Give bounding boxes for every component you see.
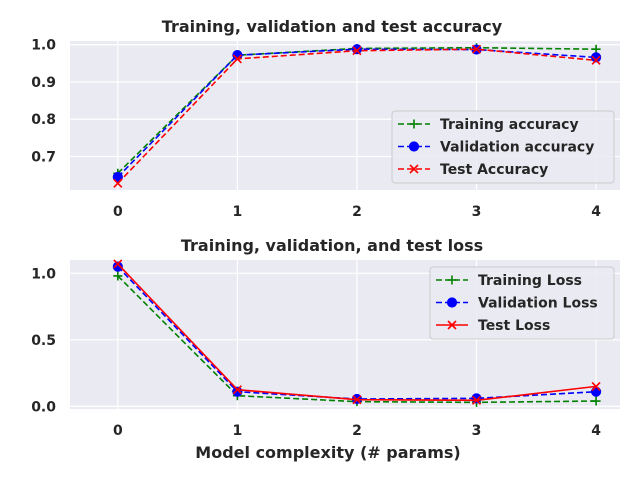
legend-label: Validation Loss	[478, 296, 598, 312]
y-tick-label: 0.9	[31, 75, 56, 91]
data-point	[471, 44, 482, 54]
y-tick-label: 1.0	[31, 38, 56, 54]
x-tick-label: 3	[472, 204, 482, 220]
legend-label: Training accuracy	[440, 117, 579, 133]
y-tick-label: 0.7	[31, 149, 56, 165]
x-axis-label: Model complexity (# params)	[195, 443, 460, 462]
legend-marker	[409, 164, 419, 174]
data-point	[112, 261, 123, 272]
chart-title: Training, validation, and test loss	[181, 236, 483, 255]
data-point	[232, 54, 242, 64]
y-tick-label: 1.0	[31, 266, 56, 282]
x-tick-label: 3	[472, 423, 482, 439]
legend-box	[391, 110, 615, 184]
data-point	[351, 44, 363, 55]
y-tick-label: 0.8	[31, 112, 56, 128]
loss-chart: 0 1 2 3 4 0.0 0.5 1.0 Training, validation, and …	[31, 236, 620, 462]
legend-label: Test Loss	[478, 318, 550, 334]
legend-marker	[447, 275, 457, 285]
accuracy-chart: 0 1 2 3 4 0.7 0.8 0.9 1.0 Training, validation an…	[31, 17, 620, 220]
legend-marker	[408, 141, 420, 152]
x-tick-label: 4	[591, 204, 601, 220]
legend-marker	[446, 297, 458, 308]
y-tick-label: 0.0	[31, 399, 56, 415]
data-point	[113, 178, 123, 188]
x-tick-label: 1	[233, 204, 243, 220]
data-point	[591, 396, 601, 406]
data-point	[471, 395, 482, 405]
data-point	[591, 55, 601, 65]
legend-label: Validation accuracy	[440, 140, 594, 156]
data-point	[232, 385, 242, 395]
data-point	[113, 271, 123, 281]
data-point	[352, 395, 362, 405]
x-tick-label: 4	[591, 423, 601, 439]
legend-marker	[409, 119, 419, 129]
series-line	[117, 46, 597, 174]
data-point	[232, 386, 243, 397]
data-point	[113, 259, 123, 269]
x-tick-label: 2	[352, 204, 362, 220]
data-point	[471, 393, 482, 404]
x-tick-label: 2	[352, 423, 362, 439]
data-point	[591, 381, 601, 391]
data-point	[112, 171, 123, 183]
x-tick-label: 0	[113, 204, 123, 220]
x-tick-label: 1	[233, 423, 243, 439]
legend-label: Training Loss	[478, 273, 582, 289]
data-point	[591, 44, 601, 54]
data-point	[352, 46, 362, 56]
legend-box	[429, 266, 615, 340]
chart-title: Training, validation and test accuracy	[162, 17, 503, 36]
legend-marker	[447, 320, 457, 330]
data-point	[590, 52, 602, 63]
x-tick-label: 0	[113, 423, 123, 439]
legend-label: Test Accuracy	[440, 162, 548, 178]
y-tick-label: 0.5	[31, 333, 56, 349]
